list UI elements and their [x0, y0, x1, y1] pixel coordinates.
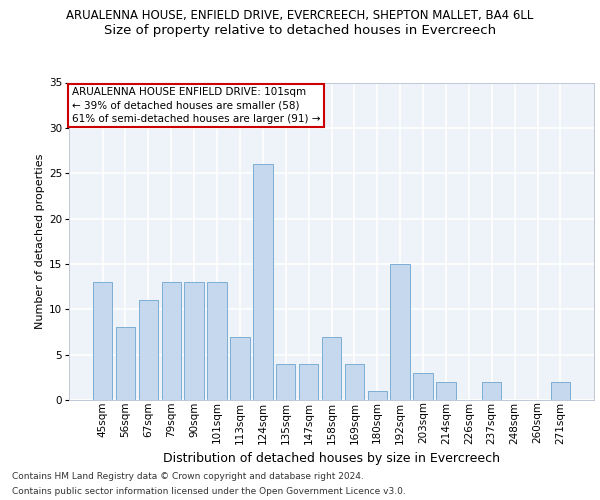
Bar: [391, 264, 410, 400]
Bar: [344, 364, 364, 400]
Bar: [551, 382, 570, 400]
Bar: [208, 282, 227, 400]
Text: Contains public sector information licensed under the Open Government Licence v3: Contains public sector information licen…: [12, 487, 406, 496]
Bar: [368, 391, 387, 400]
Text: ARUALENNA HOUSE ENFIELD DRIVE: 101sqm
← 39% of detached houses are smaller (58)
: ARUALENNA HOUSE ENFIELD DRIVE: 101sqm ← …: [71, 88, 320, 124]
Bar: [322, 336, 341, 400]
Bar: [139, 300, 158, 400]
Bar: [436, 382, 455, 400]
Bar: [93, 282, 112, 400]
Y-axis label: Number of detached properties: Number of detached properties: [35, 154, 44, 329]
Bar: [299, 364, 319, 400]
Text: Size of property relative to detached houses in Evercreech: Size of property relative to detached ho…: [104, 24, 496, 37]
Bar: [413, 373, 433, 400]
Bar: [161, 282, 181, 400]
Bar: [116, 328, 135, 400]
Text: Contains HM Land Registry data © Crown copyright and database right 2024.: Contains HM Land Registry data © Crown c…: [12, 472, 364, 481]
Bar: [482, 382, 502, 400]
Bar: [253, 164, 272, 400]
X-axis label: Distribution of detached houses by size in Evercreech: Distribution of detached houses by size …: [163, 452, 500, 465]
Text: ARUALENNA HOUSE, ENFIELD DRIVE, EVERCREECH, SHEPTON MALLET, BA4 6LL: ARUALENNA HOUSE, ENFIELD DRIVE, EVERCREE…: [67, 9, 533, 22]
Bar: [276, 364, 295, 400]
Bar: [230, 336, 250, 400]
Bar: [184, 282, 204, 400]
